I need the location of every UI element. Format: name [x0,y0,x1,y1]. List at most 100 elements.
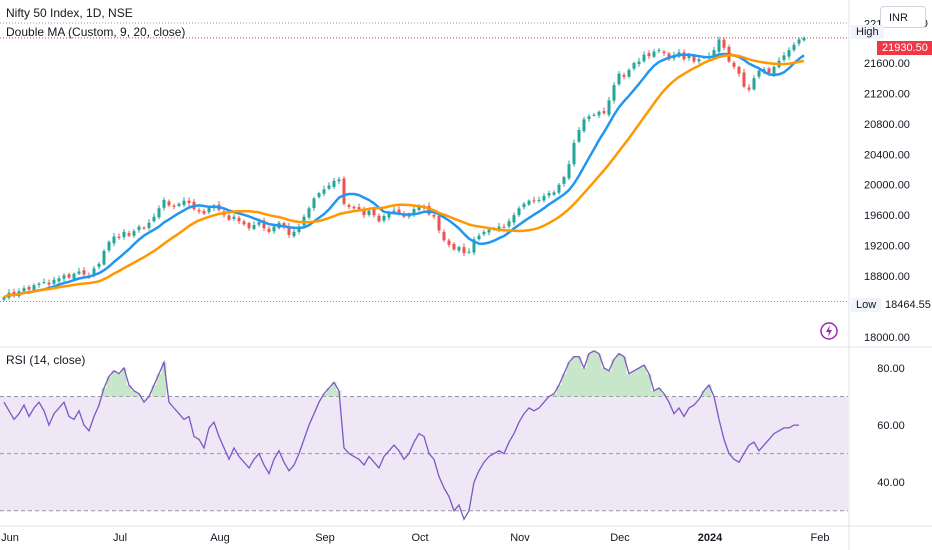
candle-body [387,212,391,218]
candle-body [642,54,646,62]
candle-body [307,208,311,218]
candle-body [787,50,791,57]
candle-body [317,193,321,197]
candle-body [152,216,156,222]
price-tick-label: 21200.00 [864,88,910,100]
candle-body [767,68,771,73]
candle-body [67,274,71,278]
candle-body [577,129,581,142]
candle-body [742,72,746,87]
indicator-title[interactable]: Double MA (Custom, 9, 20, close) [6,25,186,39]
symbol-title[interactable]: Nifty 50 Index, 1D, NSE [6,6,133,20]
candle-body [337,179,341,182]
candle-body [267,228,271,232]
candle-body [412,209,416,214]
candle-body [532,200,536,202]
candle-body [157,208,161,218]
candle-body [97,263,101,267]
candle-body [392,210,396,213]
candle-body [657,50,661,52]
time-tick-label: Sep [315,532,335,544]
candle-body [92,268,96,276]
candle-body [82,270,86,275]
candle-body [472,239,476,253]
time-tick-label: Jul [113,532,127,544]
low-label: Low [851,298,882,312]
candle-body [417,206,421,210]
price-tick-label: 20400.00 [864,149,910,161]
candle-body [182,200,186,205]
candle-body [612,85,616,101]
candle-body [692,56,696,62]
candle-body [347,204,351,207]
candle-body [2,297,6,300]
rsi-title[interactable]: RSI (14, close) [6,353,86,367]
ma-slow-line [3,54,805,299]
candle-body [37,283,41,285]
candle-body [582,119,586,131]
candle-body [322,189,326,194]
candle-body [552,192,556,195]
candle-body [432,215,436,217]
candle-body [27,286,31,290]
candle-body [542,196,546,201]
candle-body [747,87,751,90]
candle-body [437,216,441,231]
time-tick-label: Jun [1,532,19,544]
candle-body [722,39,726,48]
candle-body [457,247,461,251]
currency-button[interactable]: INR [880,6,926,28]
candle-body [102,250,106,265]
candle-body [362,210,366,216]
candle-body [57,278,61,282]
candle-body [77,271,81,274]
candle-body [62,275,66,279]
rsi-overbought-fill [101,350,712,397]
high-label: High [851,25,884,39]
candle-body [792,44,796,51]
candle-body [547,193,551,196]
candle-body [572,142,576,165]
candle-body [667,53,671,60]
candle-body [132,231,136,236]
candle-body [147,222,151,228]
candle-body [72,273,76,279]
candle-body [117,236,121,238]
candle-body [177,203,181,206]
candle-body [202,211,206,214]
candle-body [587,116,591,120]
candle-body [557,184,561,193]
candle-body [507,221,511,227]
candle-body [167,201,171,206]
candle-body [242,221,246,225]
candle-body [342,178,346,204]
candle-body [427,206,431,215]
candle-body [522,203,526,208]
candle-body [627,69,631,77]
candle-body [172,205,176,207]
time-tick-label: Feb [811,532,830,544]
candle-body [367,210,371,215]
candle-body [232,216,236,219]
candle-body [782,55,786,60]
candle-body [42,282,46,284]
candle-body [252,225,256,230]
last-price-tag: 21930.50 [877,41,932,55]
candle-body [802,37,806,41]
candle-body [377,215,381,222]
candle-body [567,164,571,179]
candle-body [617,73,621,85]
candle-body [237,217,241,222]
candle-body [207,207,211,213]
time-tick-label: Nov [510,532,530,544]
candle-body [737,66,741,74]
candle-body [127,233,131,236]
candle-body [407,215,411,217]
candles-group [2,36,806,301]
ma-fast-line [3,52,805,299]
candle-body [112,236,116,244]
price-tick-label: 18800.00 [864,271,910,283]
candle-body [662,51,666,54]
candle-body [52,279,56,284]
